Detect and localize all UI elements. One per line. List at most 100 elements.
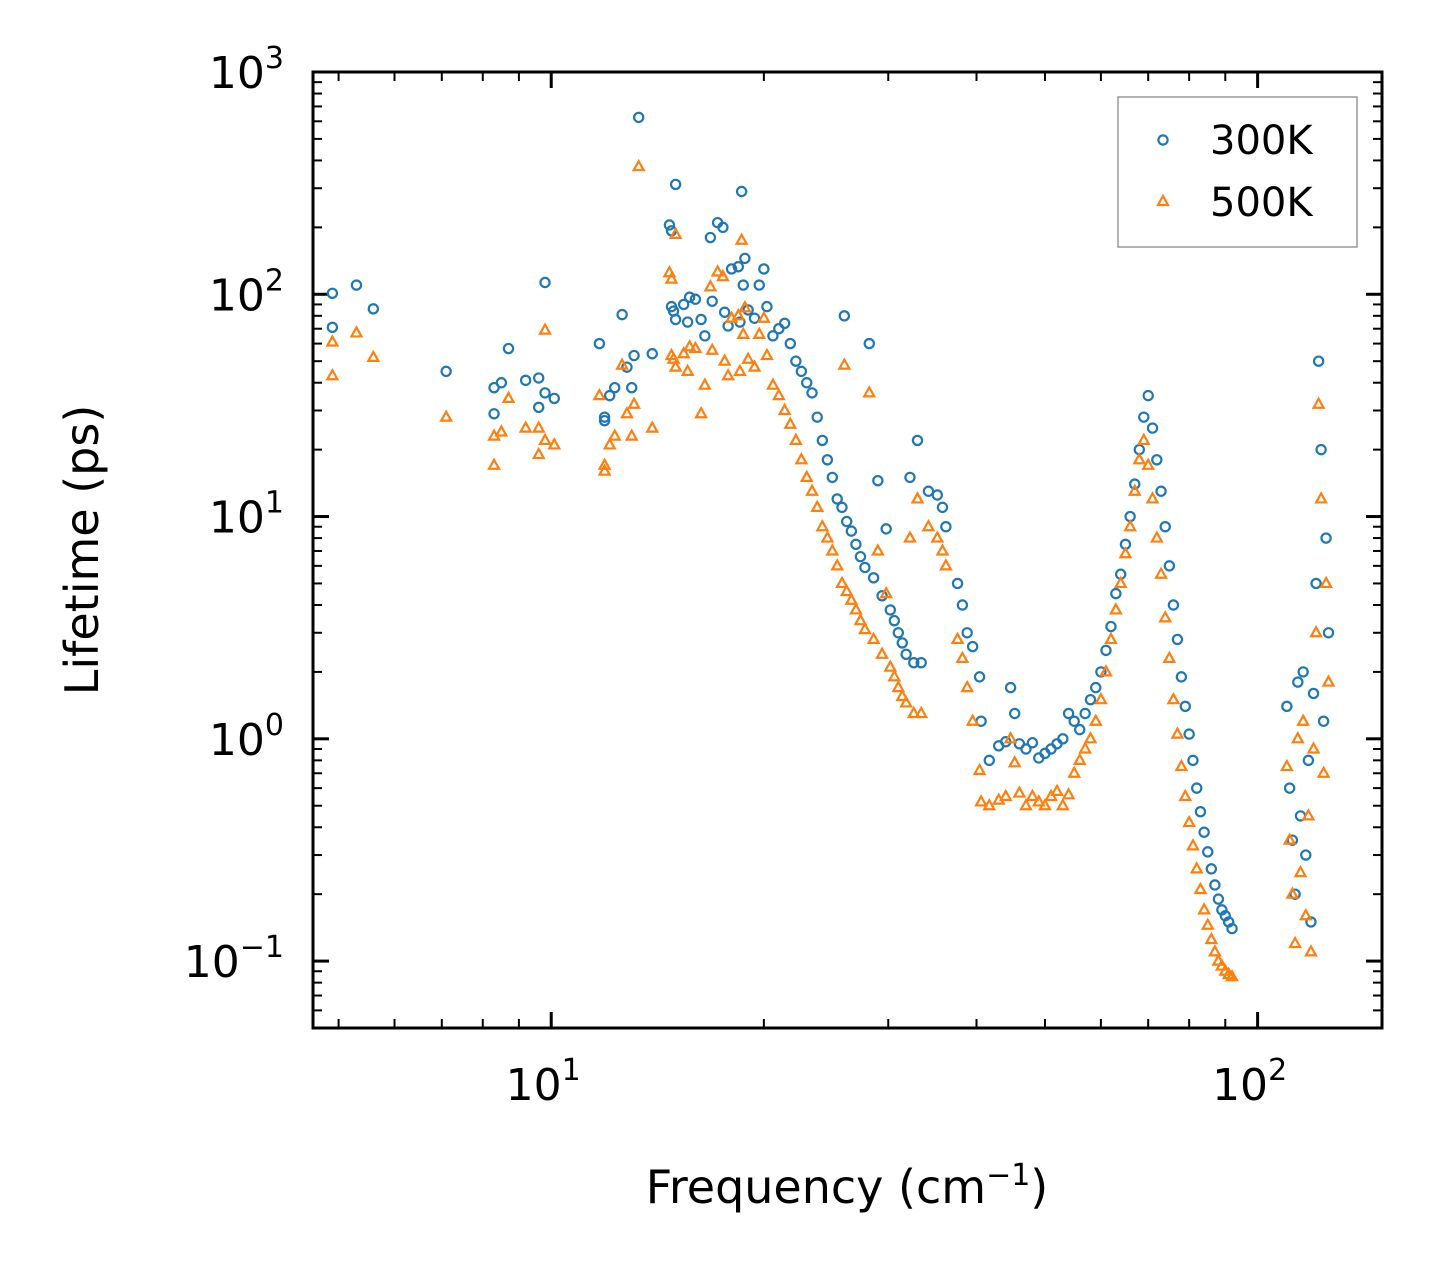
data-point-500k [771, 387, 786, 401]
data-point-300k [841, 515, 853, 528]
data-point-300k [1020, 743, 1032, 755]
data-point-300k [767, 330, 779, 342]
data-point-300k [1292, 676, 1304, 688]
data-point-300k [326, 321, 339, 334]
data-point-300k [1057, 733, 1069, 745]
data-point-500k [666, 351, 681, 364]
data-point-300k [1198, 826, 1210, 838]
data-point-300k [533, 401, 545, 414]
data-point-500k [627, 396, 641, 409]
data-point-300k [663, 219, 676, 231]
data-point-300k [854, 550, 867, 563]
data-point-500k [1208, 944, 1222, 957]
data-point-300k [742, 304, 754, 316]
data-point-300k [669, 313, 682, 326]
data-point-300k [548, 392, 560, 405]
data-point-300k [539, 387, 551, 399]
data-point-300k [1008, 707, 1021, 720]
data-point-500k [1127, 483, 1142, 496]
data-point-300k [1074, 723, 1086, 736]
data-point-500k [1174, 758, 1189, 772]
y-tick-label: 102 [209, 263, 284, 321]
data-point-300k [850, 538, 862, 551]
data-point-500k [733, 363, 747, 376]
data-point-300k [1312, 355, 1325, 367]
data-point-500k [676, 345, 691, 359]
data-point-500k [1306, 741, 1321, 754]
data-point-300k [838, 310, 851, 322]
data-point-300k [1191, 782, 1203, 794]
data-point-300k [604, 389, 616, 402]
data-point-500k [615, 357, 629, 370]
data-point-500k [1279, 758, 1294, 772]
data-point-300k [598, 414, 611, 427]
data-point-300k [863, 337, 875, 350]
data-point-500k [1067, 765, 1082, 778]
data-point-300k [367, 303, 380, 315]
data-point-300k [683, 291, 696, 303]
data-point-500k [760, 347, 774, 361]
data-point-300k [811, 411, 823, 423]
data-point-300k [739, 252, 751, 265]
data-point-300k [931, 489, 943, 501]
data-point-500k [1162, 650, 1177, 664]
data-point-500k [839, 583, 854, 597]
data-point-300k [936, 501, 949, 514]
data-point-500k [738, 299, 752, 313]
data-point-300k [1179, 700, 1191, 713]
y-tick-label: 103 [209, 41, 284, 99]
data-point-500k [366, 349, 381, 362]
data-point-500k [837, 357, 852, 370]
data-point-500k [538, 322, 552, 335]
data-point-300k [1187, 754, 1199, 767]
data-point-300k [790, 355, 802, 367]
data-point-300k [1183, 728, 1195, 740]
data-point-300k [616, 308, 628, 321]
data-point-300k [628, 349, 640, 362]
data-point-500k [960, 679, 975, 693]
data-point-500k [1321, 674, 1336, 687]
data-point-500k [1025, 788, 1040, 802]
data-point-500k [1050, 783, 1064, 797]
data-point-500k [866, 631, 881, 645]
data-point-300k [488, 408, 500, 420]
data-point-500k [1113, 575, 1128, 589]
data-point-500k [891, 679, 906, 693]
data-point-500k [1118, 546, 1133, 559]
data-point-300k [609, 381, 621, 394]
data-point-500k [972, 762, 987, 776]
data-point-300k [1095, 666, 1107, 678]
data-point-500k [1154, 566, 1168, 579]
data-point-300k [533, 372, 545, 384]
data-point-300k [326, 287, 339, 300]
data-point-300k [1105, 620, 1117, 633]
data-point-300k [758, 263, 770, 275]
data-point-500k [844, 592, 859, 605]
data-point-300k [689, 293, 702, 305]
data-point-500k [697, 377, 712, 390]
data-point-500k [1225, 969, 1239, 982]
data-point-500k [439, 409, 454, 422]
data-point-500k [1003, 731, 1018, 744]
data-point-300k [892, 627, 905, 639]
data-point-500k [1311, 396, 1326, 409]
data-point-500k [518, 420, 533, 433]
data-point-300k [1155, 485, 1167, 497]
data-point-300k [940, 521, 952, 533]
data-point-300k [888, 614, 901, 627]
data-point-500k [631, 158, 646, 172]
data-point-500k [1104, 631, 1118, 645]
data-point-300k [1084, 693, 1097, 706]
data-point-500k [1197, 902, 1211, 915]
data-point-300k [1004, 681, 1017, 694]
series-500k [325, 158, 1336, 982]
data-point-300k [725, 263, 738, 275]
data-point-300k [845, 525, 858, 537]
data-point-500k [1136, 432, 1151, 446]
data-point-300k [718, 306, 731, 318]
data-point-300k [626, 381, 638, 394]
data-point-300k [1315, 443, 1327, 456]
data-point-300k [735, 185, 748, 198]
data-point-500k [747, 359, 762, 372]
data-point-300k [1310, 577, 1322, 590]
